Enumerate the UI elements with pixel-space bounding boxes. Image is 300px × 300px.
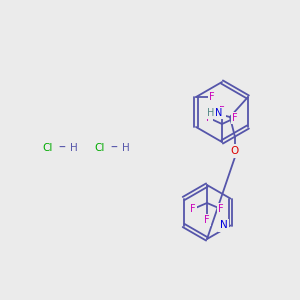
Text: H: H	[122, 143, 130, 153]
Text: F: F	[219, 106, 225, 116]
Text: N: N	[220, 220, 227, 230]
Text: Cl: Cl	[43, 143, 53, 153]
Text: –: –	[111, 141, 117, 155]
Text: F: F	[209, 92, 215, 102]
Text: F: F	[204, 215, 210, 225]
Text: Cl: Cl	[95, 143, 105, 153]
Text: F: F	[190, 204, 196, 214]
Text: F: F	[218, 204, 224, 214]
Text: F: F	[206, 113, 212, 123]
Text: F: F	[232, 113, 238, 123]
Text: H: H	[207, 108, 215, 118]
Text: H: H	[70, 143, 78, 153]
Text: O: O	[231, 146, 239, 156]
Text: –: –	[58, 141, 65, 155]
Text: N: N	[215, 108, 223, 118]
